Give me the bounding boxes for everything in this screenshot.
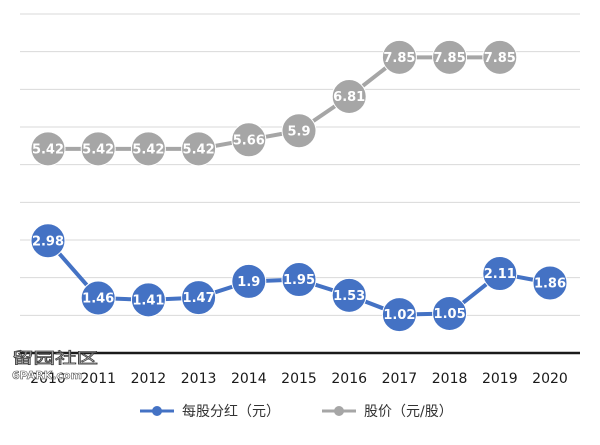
x-tick-label: 2019 — [482, 371, 518, 387]
data-label: 5.66 — [233, 133, 265, 148]
data-label: 5.9 — [287, 124, 310, 139]
data-point — [532, 265, 568, 301]
data-label: 2.11 — [484, 267, 516, 282]
x-tick-label: 2012 — [131, 371, 167, 387]
data-label: 5.42 — [32, 142, 64, 157]
data-point — [381, 39, 417, 75]
data-label: 5.42 — [82, 142, 114, 157]
data-point — [231, 263, 267, 299]
data-label: 1.86 — [534, 276, 566, 291]
legend-item: 每股分红（元） — [140, 404, 280, 420]
data-point — [80, 280, 116, 316]
data-label: 7.85 — [434, 51, 466, 66]
x-tick-label: 2018 — [432, 371, 468, 387]
x-tick-label: 2011 — [80, 371, 116, 387]
legend-item: 股价（元/股） — [322, 404, 453, 420]
x-tick-label: 2020 — [532, 371, 568, 387]
legend-swatch-marker — [152, 406, 162, 416]
data-label: 1.41 — [132, 293, 164, 308]
x-tick-label: 2014 — [231, 371, 267, 387]
legend: 每股分红（元） 股价（元/股） — [140, 404, 453, 420]
data-label: 1.47 — [183, 291, 215, 306]
data-label: 1.46 — [82, 292, 114, 307]
data-label: 6.81 — [333, 90, 365, 105]
legend-label: 股价（元/股） — [364, 404, 453, 420]
data-point — [432, 295, 468, 331]
data-label: 5.42 — [132, 142, 164, 157]
data-point — [30, 223, 66, 259]
data-label: 1.9 — [237, 275, 260, 290]
x-tick-label: 2015 — [281, 371, 317, 387]
data-point — [231, 122, 267, 158]
data-point — [30, 131, 66, 167]
data-point — [130, 131, 166, 167]
data-point — [181, 131, 217, 167]
data-point — [281, 113, 317, 149]
series-line — [48, 55, 500, 151]
watermark-en-text: 6PARK.com — [12, 369, 82, 382]
data-label: 1.02 — [383, 308, 415, 323]
legend-swatch-marker — [334, 406, 344, 416]
x-tick-label: 2016 — [331, 371, 367, 387]
x-tick-label: 2010 — [30, 371, 66, 387]
data-label: 5.42 — [183, 142, 215, 157]
data-point — [381, 297, 417, 333]
data-point — [331, 78, 367, 114]
data-point — [482, 39, 518, 75]
data-label: 1.05 — [434, 307, 466, 322]
data-point — [181, 280, 217, 316]
legend-label: 每股分红（元） — [182, 404, 280, 420]
x-tick-label: 2013 — [181, 371, 217, 387]
data-label: 1.95 — [283, 273, 315, 288]
data-point — [331, 277, 367, 313]
data-point — [130, 282, 166, 318]
x-tick-label: 2017 — [382, 371, 418, 387]
watermark-logo: 留园社区 6PARK.com — [12, 349, 99, 383]
data-label: 7.85 — [484, 51, 516, 66]
x-axis: 2010 2011 2012 2013 2014 2015 2016 2017 2018 2019… — [20, 351, 580, 387]
data-label: 1.53 — [333, 289, 365, 304]
data-point — [432, 39, 468, 75]
data-point — [281, 262, 317, 298]
data-label: 7.85 — [383, 51, 415, 66]
data-point — [482, 256, 518, 292]
watermark-cn-text: 留园社区 — [12, 349, 98, 367]
data-label: 2.98 — [32, 234, 64, 249]
series-markers: 5.42 5.42 5.42 5.42 5.66 5.9 6.81 7.85 7.85 7.85 2… — [30, 39, 568, 333]
data-point — [80, 131, 116, 167]
